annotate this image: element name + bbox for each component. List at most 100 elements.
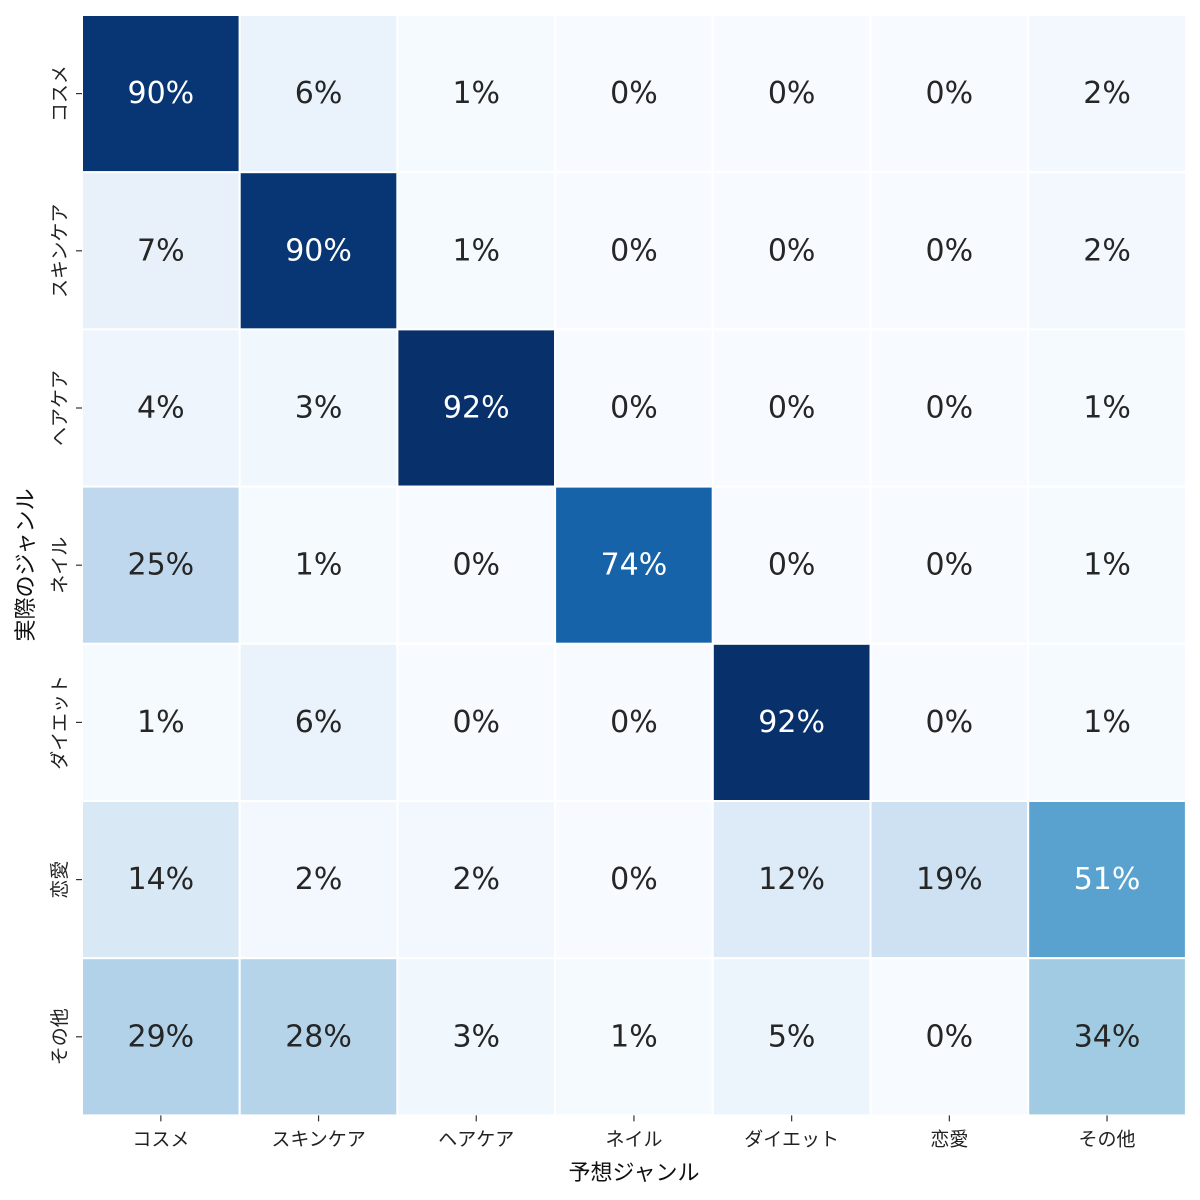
heatmap-cell bbox=[711, 328, 872, 488]
cell-value-label: 0% bbox=[610, 862, 658, 897]
cell-value-label: 0% bbox=[926, 705, 974, 740]
x-tick-label: ネイル bbox=[605, 1128, 662, 1150]
heatmap-cell bbox=[711, 800, 872, 960]
cell-value-label: 74% bbox=[601, 548, 668, 583]
cell-value-label: 6% bbox=[295, 76, 343, 111]
heatmap-cell bbox=[869, 14, 1030, 174]
cell-value-label: 1% bbox=[452, 233, 500, 268]
cell-value-label: 92% bbox=[443, 391, 510, 426]
heatmap-cell bbox=[869, 328, 1030, 488]
cell-value-label: 3% bbox=[452, 1019, 500, 1054]
y-tick-label: その他 bbox=[49, 1008, 71, 1065]
heatmap-cell bbox=[1027, 800, 1187, 960]
cell-value-label: 1% bbox=[610, 1019, 658, 1054]
heatmap-cell bbox=[1027, 485, 1187, 645]
cell-value-label: 0% bbox=[768, 548, 816, 583]
x-tick-label: その他 bbox=[1079, 1128, 1136, 1150]
cell-value-label: 6% bbox=[295, 705, 343, 740]
x-axis-label: 予想ジャンル bbox=[569, 1161, 700, 1186]
heatmap-cell bbox=[238, 328, 399, 488]
cell-value-label: 34% bbox=[1074, 1019, 1141, 1054]
cell-value-label: 90% bbox=[285, 233, 352, 268]
cell-value-label: 1% bbox=[1083, 391, 1131, 426]
y-tick-label: ネイル bbox=[49, 537, 71, 594]
heatmap-cell bbox=[1027, 171, 1187, 331]
heatmap-cell bbox=[396, 171, 557, 331]
cell-value-label: 1% bbox=[452, 76, 500, 111]
heatmap-cell bbox=[81, 800, 241, 960]
cell-value-label: 7% bbox=[137, 233, 185, 268]
heatmap-cell bbox=[238, 14, 399, 174]
y-tick-label: ダイエット bbox=[49, 675, 71, 770]
cell-value-label: 0% bbox=[926, 76, 974, 111]
heatmap-cell bbox=[554, 800, 714, 960]
cell-value-label: 0% bbox=[452, 705, 500, 740]
y-tick-label: 恋愛 bbox=[49, 861, 71, 899]
cell-value-label: 0% bbox=[610, 391, 658, 426]
heatmap-cell bbox=[869, 171, 1030, 331]
cell-value-label: 5% bbox=[768, 1019, 816, 1054]
cell-value-label: 0% bbox=[768, 233, 816, 268]
heatmap-cell bbox=[1027, 642, 1187, 802]
cell-value-label: 3% bbox=[295, 391, 343, 426]
heatmap-cell bbox=[1027, 328, 1187, 488]
x-tick-label: ヘアケア bbox=[438, 1128, 514, 1150]
cell-value-label: 4% bbox=[137, 391, 185, 426]
cell-value-label: 0% bbox=[926, 233, 974, 268]
heatmap-cell bbox=[396, 14, 557, 174]
x-tick-label: ダイエット bbox=[744, 1128, 839, 1150]
cell-value-label: 28% bbox=[285, 1019, 352, 1054]
cell-value-label: 92% bbox=[758, 705, 825, 740]
cell-value-label: 2% bbox=[1083, 233, 1131, 268]
cell-value-label: 0% bbox=[926, 548, 974, 583]
heatmap-cell bbox=[869, 957, 1030, 1117]
cell-value-label: 0% bbox=[768, 76, 816, 111]
heatmap-cell bbox=[396, 800, 557, 960]
cell-value-label: 0% bbox=[610, 705, 658, 740]
y-tick-label: ヘアケア bbox=[49, 370, 71, 446]
cell-value-label: 1% bbox=[1083, 548, 1131, 583]
x-tick-label: 恋愛 bbox=[930, 1128, 968, 1150]
heatmap-cell bbox=[81, 14, 241, 174]
heatmap-cell bbox=[81, 957, 241, 1117]
x-axis-ticks: コスメ スキンケア ヘアケア ネイル ダイエット 恋愛 その他 bbox=[132, 1115, 1136, 1150]
cell-value-label: 19% bbox=[916, 862, 983, 897]
heatmap-cell bbox=[238, 485, 399, 645]
x-tick-label: スキンケア bbox=[271, 1128, 365, 1150]
cell-value-label: 0% bbox=[926, 391, 974, 426]
cell-value-label: 90% bbox=[128, 76, 195, 111]
cell-value-label: 0% bbox=[768, 391, 816, 426]
cell-value-label: 29% bbox=[128, 1019, 195, 1054]
heatmap-cell bbox=[396, 328, 557, 488]
cell-value-label: 2% bbox=[295, 862, 343, 897]
heatmap-cell bbox=[1027, 957, 1187, 1117]
cell-value-label: 25% bbox=[128, 548, 195, 583]
y-tick-label: スキンケア bbox=[49, 204, 71, 298]
cell-value-label: 51% bbox=[1074, 862, 1141, 897]
cell-value-label: 0% bbox=[452, 548, 500, 583]
cell-value-label: 14% bbox=[128, 862, 195, 897]
heatmap-cell bbox=[554, 14, 714, 174]
heatmap-cell bbox=[711, 957, 872, 1117]
cell-value-label: 2% bbox=[452, 862, 500, 897]
cell-value-label: 1% bbox=[295, 548, 343, 583]
cell-value-label: 12% bbox=[758, 862, 825, 897]
heatmap-cell bbox=[869, 485, 1030, 645]
cell-value-label: 1% bbox=[1083, 705, 1131, 740]
x-tick-label: コスメ bbox=[132, 1128, 189, 1150]
heatmap-cell bbox=[711, 14, 872, 174]
y-axis-label: 実際のジャンル bbox=[14, 489, 39, 642]
heatmap-cell bbox=[554, 485, 714, 645]
heatmap-cell bbox=[711, 171, 872, 331]
heatmap-cell bbox=[238, 800, 399, 960]
heatmap-cell bbox=[81, 485, 241, 645]
cell-value-label: 0% bbox=[610, 233, 658, 268]
heatmap-cell bbox=[554, 328, 714, 488]
heatmap-cell bbox=[396, 957, 557, 1117]
y-tick-label: コスメ bbox=[49, 65, 71, 122]
cell-value-label: 1% bbox=[137, 705, 185, 740]
heatmap-cell bbox=[554, 957, 714, 1117]
heatmap-cells: 90% 6% 1% 0% 0% 0% 2% 7% 90% 1% 0% 0% 0% 2% 4% 3% 92% 0% 0… bbox=[81, 14, 1187, 1117]
cell-value-label: 2% bbox=[1083, 76, 1131, 111]
